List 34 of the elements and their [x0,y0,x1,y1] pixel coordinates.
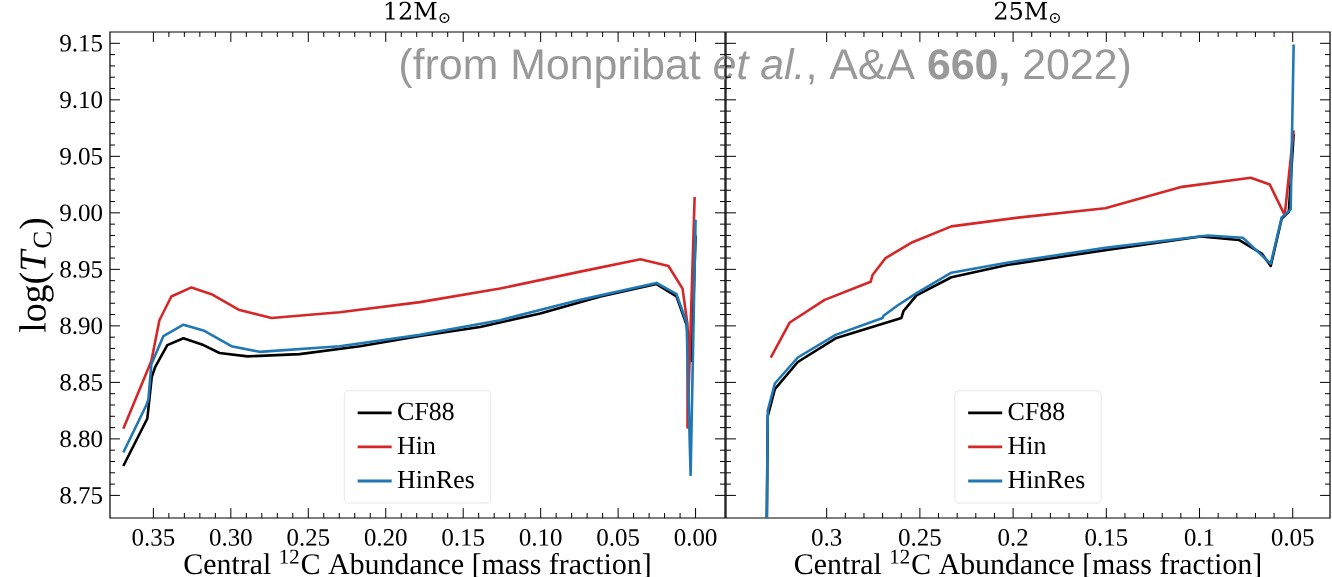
chart-title: 12M$_{⊙}$ [385,1,450,23]
legend-label: CF88 [398,402,454,421]
legend-label: Hin [1008,436,1047,454]
x-tick-label: 0.3 [812,529,842,546]
y-tick-label: 8.95 [60,260,102,278]
y-tick-label: 9.05 [60,147,102,165]
y-tick-label: 9.15 [60,34,102,52]
y-tick-label: 9.10 [60,91,102,109]
x-tick-label: 0.15 [1085,529,1128,546]
x-tick-label: 0.00 [674,529,717,546]
x-tick-label: 0.25 [287,529,330,546]
x-tick-label: 0.05 [597,529,639,546]
x-tick-label: 0.25 [899,529,941,546]
y-tick-label: 9.00 [60,204,102,222]
x-tick-label: 0.35 [132,529,175,546]
legend-label: Hin [397,436,436,454]
y-tick-label: 8.80 [60,430,102,448]
legend-label: CF88 [1008,402,1065,421]
y-tick-label: 8.90 [60,317,102,335]
x-tick-label: 0.30 [209,529,252,546]
x-tick-label: 0.05 [1271,529,1314,546]
x-axis-title: Central $^{12}$C Abundance [mass fraction] [184,549,650,577]
legend-label: HinRes [397,470,474,489]
x-tick-label: 0.2 [998,529,1028,546]
legend-label: HinRes [1008,470,1085,489]
x-tick-label: 0.10 [519,529,562,546]
x-tick-label: 0.20 [364,529,407,546]
chart-title: 25M$_{⊙}$ [995,1,1060,23]
y-axis-title: log(T$_{C}$) [19,218,54,333]
x-axis-title: Central $^{12}$C Abundance [mass fraction] [795,549,1261,577]
x-tick-label: 0.15 [442,529,485,546]
y-tick-label: 8.85 [60,373,102,391]
x-tick-label: 0.1 [1184,529,1214,546]
y-tick-label: 8.75 [60,486,102,504]
